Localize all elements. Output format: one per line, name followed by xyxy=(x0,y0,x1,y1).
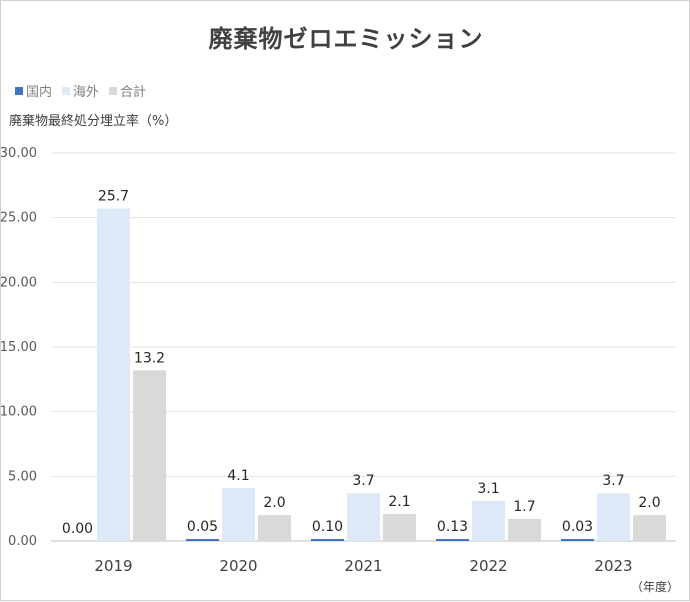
legend-swatch-domestic xyxy=(15,86,23,95)
legend-swatch-overseas xyxy=(62,86,71,95)
legend: 国内 海外 合計 xyxy=(15,81,146,100)
bar xyxy=(97,208,130,541)
y-tick-label: 20.00 xyxy=(1,275,37,290)
x-tick-label: 2019 xyxy=(94,557,132,575)
data-label: 25.7 xyxy=(98,189,129,205)
data-label: 3.7 xyxy=(352,473,374,489)
bar xyxy=(436,539,469,541)
data-label: 2.1 xyxy=(388,494,410,510)
bar xyxy=(633,515,666,541)
bar xyxy=(472,500,505,541)
data-label: 0.03 xyxy=(562,519,593,535)
y-tick-label: 15.00 xyxy=(1,340,37,355)
legend-swatch-total xyxy=(109,86,118,95)
data-label: 3.1 xyxy=(477,481,499,497)
data-label: 2.0 xyxy=(263,495,285,511)
legend-label-domestic: 国内 xyxy=(26,85,53,100)
legend-item-overseas: 海外 xyxy=(62,81,99,100)
bar xyxy=(597,493,630,541)
bar xyxy=(347,493,380,541)
y-tick-label: 30.00 xyxy=(1,146,37,161)
bar xyxy=(311,539,344,541)
y-tick-label: 25.00 xyxy=(1,211,37,226)
legend-item-total: 合計 xyxy=(109,81,146,100)
bar xyxy=(561,539,594,541)
bar xyxy=(258,515,291,541)
x-tick-label: 2021 xyxy=(344,557,382,575)
bar xyxy=(383,513,416,541)
y-axis-label: 廃棄物最終処分埋立率（%） xyxy=(9,114,178,129)
x-tick-label: 2020 xyxy=(219,557,257,575)
y-tick-label: 10.00 xyxy=(1,405,37,420)
legend-item-domestic: 国内 xyxy=(15,81,52,100)
y-tick-label: 0.00 xyxy=(8,534,37,549)
x-axis-unit-label: （年度） xyxy=(630,580,679,594)
data-label: 4.1 xyxy=(227,468,249,484)
chart-title: 廃棄物ゼロエミッション xyxy=(208,25,484,53)
data-label: 0.10 xyxy=(312,519,343,535)
data-label: 0.13 xyxy=(437,519,468,535)
data-label: 2.0 xyxy=(638,495,660,511)
bar xyxy=(186,539,219,541)
data-label: 13.2 xyxy=(134,350,165,366)
x-tick-label: 2023 xyxy=(594,557,632,575)
bar xyxy=(508,519,541,541)
data-label: 1.7 xyxy=(513,499,535,515)
bar xyxy=(222,487,255,541)
data-label: 0.00 xyxy=(62,521,93,537)
data-label: 3.7 xyxy=(602,473,624,489)
x-tick-label: 2022 xyxy=(469,557,507,575)
bar xyxy=(133,370,166,541)
y-tick-label: 5.00 xyxy=(8,469,37,484)
data-label: 0.05 xyxy=(187,519,218,535)
legend-label-total: 合計 xyxy=(120,85,147,100)
legend-label-overseas: 海外 xyxy=(73,85,100,100)
